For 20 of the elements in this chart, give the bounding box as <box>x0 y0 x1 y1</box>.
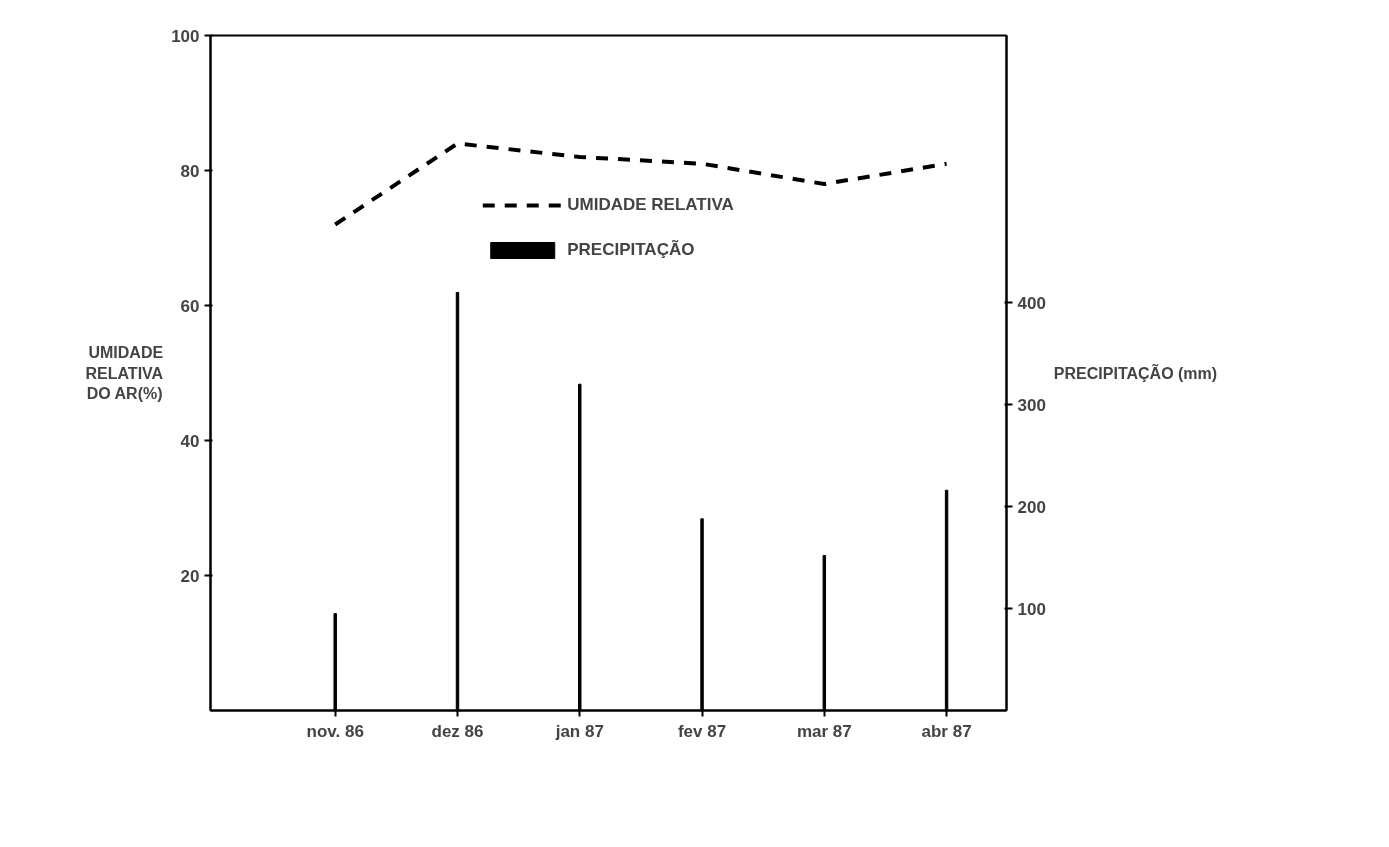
y-tick-label: 20 <box>180 566 200 586</box>
y2-axis-title: PRECIPITAÇÃO (mm) <box>1053 362 1218 382</box>
x-tick-label: abr 87 <box>921 721 972 741</box>
y-tick-label: 80 <box>180 161 200 181</box>
y-tick-label: 100 <box>171 26 200 46</box>
legend-label: UMIDADE RELATIVA <box>567 195 734 215</box>
legend-label: PRECIPITAÇÃO <box>567 240 695 260</box>
y-tick-label: 60 <box>180 296 200 316</box>
x-tick-label: nov. 86 <box>306 721 364 741</box>
y2-tick-label: 200 <box>1017 497 1046 517</box>
y2-tick-label: 400 <box>1017 293 1046 313</box>
y2-tick-label: 100 <box>1017 599 1046 619</box>
x-tick-label: dez 86 <box>431 721 484 741</box>
y2-tick-label: 300 <box>1017 395 1046 415</box>
line-series <box>333 141 949 227</box>
x-tick-label: fev 87 <box>677 721 727 741</box>
y-tick-label: 40 <box>180 431 200 451</box>
x-tick-label: jan 87 <box>554 721 604 741</box>
y-axis-title: UMIDADE RELATIVA DO AR(%) <box>85 344 164 402</box>
x-tick-label: mar 87 <box>796 721 852 741</box>
